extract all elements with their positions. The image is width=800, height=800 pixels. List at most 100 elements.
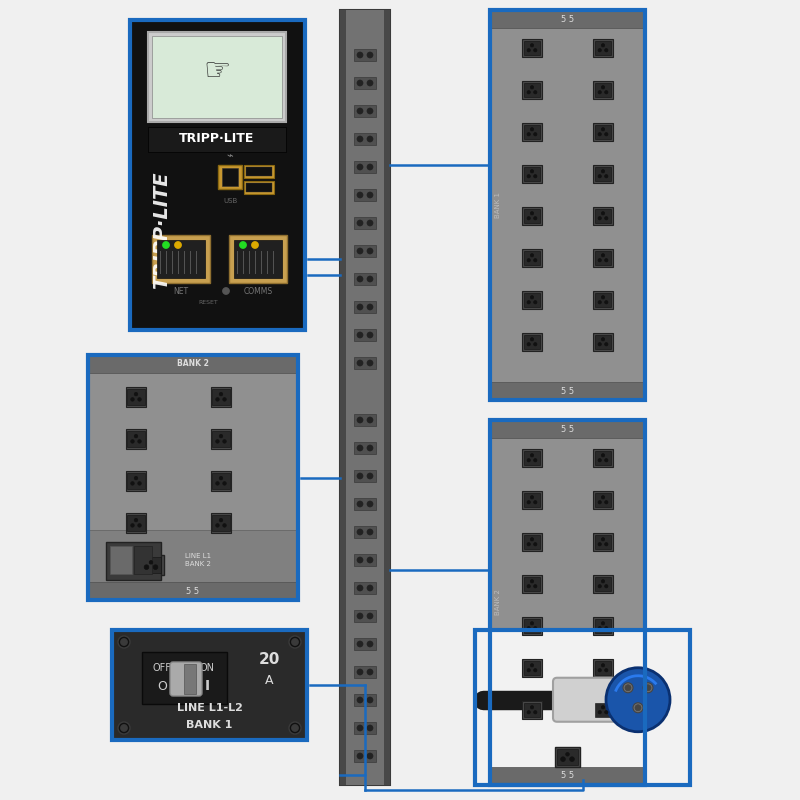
Bar: [594, 333, 613, 351]
Circle shape: [130, 398, 134, 401]
Bar: [524, 125, 540, 139]
Circle shape: [605, 49, 608, 52]
Circle shape: [570, 757, 574, 762]
Circle shape: [602, 496, 605, 499]
Text: 5 5: 5 5: [186, 586, 199, 595]
Bar: [595, 534, 611, 550]
Circle shape: [222, 440, 226, 443]
Circle shape: [367, 557, 373, 563]
Circle shape: [602, 170, 605, 173]
Text: OFF: OFF: [153, 663, 171, 673]
Circle shape: [598, 49, 602, 52]
Circle shape: [602, 664, 605, 667]
Bar: [490, 420, 645, 438]
Text: I: I: [205, 679, 210, 693]
Circle shape: [251, 242, 258, 249]
Circle shape: [357, 613, 363, 619]
Bar: [594, 449, 613, 467]
Circle shape: [527, 90, 530, 94]
Bar: [522, 81, 542, 99]
Circle shape: [605, 342, 608, 346]
Bar: [524, 618, 540, 634]
Text: BANK 1: BANK 1: [186, 720, 233, 730]
Bar: [234, 240, 282, 278]
Bar: [88, 355, 298, 600]
Bar: [522, 491, 542, 509]
Circle shape: [367, 585, 373, 591]
Circle shape: [530, 622, 534, 625]
Bar: [210, 471, 231, 490]
Circle shape: [605, 501, 608, 504]
Circle shape: [602, 44, 605, 47]
Text: BANK 2: BANK 2: [177, 359, 209, 369]
Circle shape: [530, 86, 534, 89]
Circle shape: [357, 417, 363, 423]
Circle shape: [291, 725, 298, 731]
Circle shape: [118, 722, 130, 734]
Circle shape: [530, 170, 534, 173]
Bar: [354, 610, 376, 622]
Circle shape: [527, 710, 530, 714]
Bar: [595, 82, 611, 98]
Circle shape: [598, 258, 602, 262]
Bar: [354, 161, 376, 173]
Circle shape: [121, 725, 127, 731]
Circle shape: [625, 685, 631, 690]
Circle shape: [367, 529, 373, 535]
Bar: [246, 167, 272, 176]
Circle shape: [357, 360, 363, 366]
Circle shape: [357, 136, 363, 142]
Bar: [522, 533, 542, 551]
Circle shape: [623, 682, 633, 693]
Circle shape: [289, 636, 301, 648]
Circle shape: [534, 301, 537, 304]
Circle shape: [602, 296, 605, 299]
Circle shape: [633, 702, 643, 713]
Bar: [524, 661, 540, 675]
Circle shape: [153, 565, 158, 570]
Text: ⌁: ⌁: [226, 152, 234, 162]
Circle shape: [598, 301, 602, 304]
Circle shape: [527, 501, 530, 504]
Bar: [595, 702, 611, 718]
Bar: [522, 123, 542, 141]
Bar: [222, 168, 238, 186]
Circle shape: [357, 108, 363, 114]
Bar: [354, 526, 376, 538]
Circle shape: [367, 164, 373, 170]
Bar: [184, 664, 196, 694]
Circle shape: [605, 710, 608, 714]
Bar: [354, 582, 376, 594]
Bar: [594, 291, 613, 309]
Bar: [595, 493, 611, 507]
Bar: [88, 582, 298, 600]
Bar: [594, 533, 613, 551]
Circle shape: [357, 220, 363, 226]
Circle shape: [144, 565, 149, 570]
Circle shape: [367, 753, 373, 759]
Text: 5 5: 5 5: [561, 14, 574, 23]
Circle shape: [130, 524, 134, 527]
Circle shape: [222, 524, 226, 527]
Circle shape: [357, 445, 363, 451]
Bar: [127, 431, 145, 447]
Circle shape: [534, 342, 537, 346]
Circle shape: [605, 90, 608, 94]
Circle shape: [357, 753, 363, 759]
Bar: [213, 473, 230, 489]
Circle shape: [602, 538, 605, 541]
Bar: [595, 125, 611, 139]
Circle shape: [367, 192, 373, 198]
Bar: [126, 387, 146, 406]
Bar: [594, 123, 613, 141]
Bar: [148, 32, 286, 122]
Circle shape: [530, 706, 534, 709]
Circle shape: [367, 248, 373, 254]
Bar: [522, 291, 542, 309]
Circle shape: [121, 638, 127, 646]
Circle shape: [602, 454, 605, 457]
Circle shape: [130, 440, 134, 443]
Circle shape: [134, 476, 138, 480]
Circle shape: [527, 342, 530, 346]
Bar: [595, 577, 611, 591]
